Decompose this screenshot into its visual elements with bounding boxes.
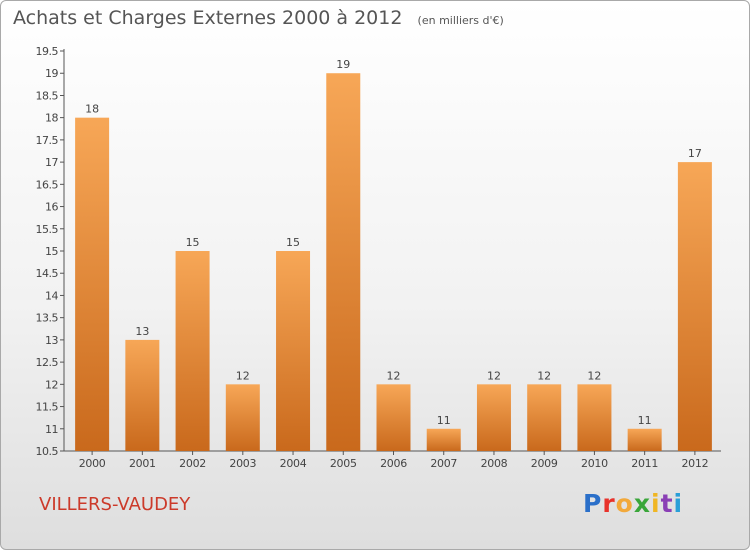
x-tick-label: 2006 (380, 457, 407, 470)
bar (376, 384, 411, 451)
bar (276, 251, 311, 451)
bar-value-label: 11 (638, 414, 652, 427)
y-tick-label: 11 (45, 423, 58, 436)
logo-letter: i (651, 489, 661, 518)
y-tick-label: 12 (45, 378, 58, 391)
x-tick-label: 2004 (280, 457, 307, 470)
logo-letter: P (583, 489, 603, 518)
x-tick-label: 2005 (330, 457, 357, 470)
proxiti-logo: Proxiti (583, 489, 683, 518)
y-tick-label: 14 (45, 289, 58, 302)
bar (577, 384, 612, 451)
logo-letter: x (633, 489, 651, 518)
y-tick-label: 13.5 (36, 312, 59, 325)
bars (75, 73, 712, 452)
y-tick-label: 12.5 (36, 356, 59, 369)
x-tick-label: 2008 (481, 457, 508, 470)
logo-letter: t (660, 489, 674, 518)
bar-value-label: 12 (487, 369, 501, 382)
y-tick-label: 15 (45, 245, 58, 258)
bar-value-label: 12 (236, 369, 250, 382)
bar-value-label: 12 (587, 369, 601, 382)
bar-value-label: 17 (688, 147, 702, 160)
y-tick-label: 13 (45, 334, 58, 347)
x-tick-label: 2009 (531, 457, 558, 470)
x-tick-label: 2007 (430, 457, 457, 470)
commune-name: VILLERS-VAUDEY (39, 494, 191, 515)
title-block: Achats et Charges Externes 2000 à 2012 (… (13, 7, 504, 29)
logo-letter: r (602, 489, 616, 518)
bar (476, 384, 511, 451)
bar-value-label: 11 (437, 414, 451, 427)
chart-subtitle: (en milliers d'€) (417, 14, 504, 27)
y-tick-label: 16.5 (36, 178, 59, 191)
bar-value-label: 18 (85, 103, 99, 116)
bar (426, 428, 461, 451)
bar (627, 428, 662, 451)
y-tick-label: 18.5 (36, 89, 59, 102)
x-tick-label: 2010 (581, 457, 608, 470)
x-tick-label: 2002 (179, 457, 206, 470)
bar-value-label: 12 (537, 369, 551, 382)
bar (125, 339, 160, 451)
y-tick-label: 15.5 (36, 223, 59, 236)
labels: 18 2000 13 2001 15 2002 12 2003 15 2004 19 2005 12 20… (79, 58, 709, 470)
axes: 10.5 11 11.5 12 12.5 13 13.5 14 14.5 15 15.5 16 16.5… (36, 45, 721, 458)
bar (225, 384, 260, 451)
y-tick-label: 14.5 (36, 267, 59, 280)
logo-letter: i (673, 489, 684, 518)
bar-value-label: 12 (387, 369, 401, 382)
bar (677, 162, 712, 451)
chart-title: Achats et Charges Externes 2000 à 2012 (13, 7, 403, 29)
y-tick-label: 10.5 (36, 445, 59, 458)
y-tick-label: 18 (45, 112, 58, 125)
bar (527, 384, 562, 451)
x-tick-label: 2000 (79, 457, 106, 470)
y-tick-label: 17.5 (36, 134, 59, 147)
x-tick-label: 2003 (229, 457, 256, 470)
y-tick-label: 16 (45, 201, 58, 214)
logo-letter: o (615, 489, 634, 518)
x-tick-label: 2012 (681, 457, 708, 470)
y-tick-label: 19.5 (36, 45, 59, 58)
x-tick-label: 2001 (129, 457, 156, 470)
x-tick-label: 2011 (631, 457, 658, 470)
y-tick-label: 17 (45, 156, 58, 169)
bar-value-label: 19 (336, 58, 350, 71)
bar-value-label: 15 (186, 236, 200, 249)
bar-value-label: 15 (286, 236, 300, 249)
y-tick-label: 19 (45, 67, 58, 80)
bar (326, 73, 361, 451)
bar (175, 251, 210, 451)
bar-value-label: 13 (135, 325, 149, 338)
bar (75, 117, 110, 452)
y-tick-label: 11.5 (36, 401, 59, 414)
